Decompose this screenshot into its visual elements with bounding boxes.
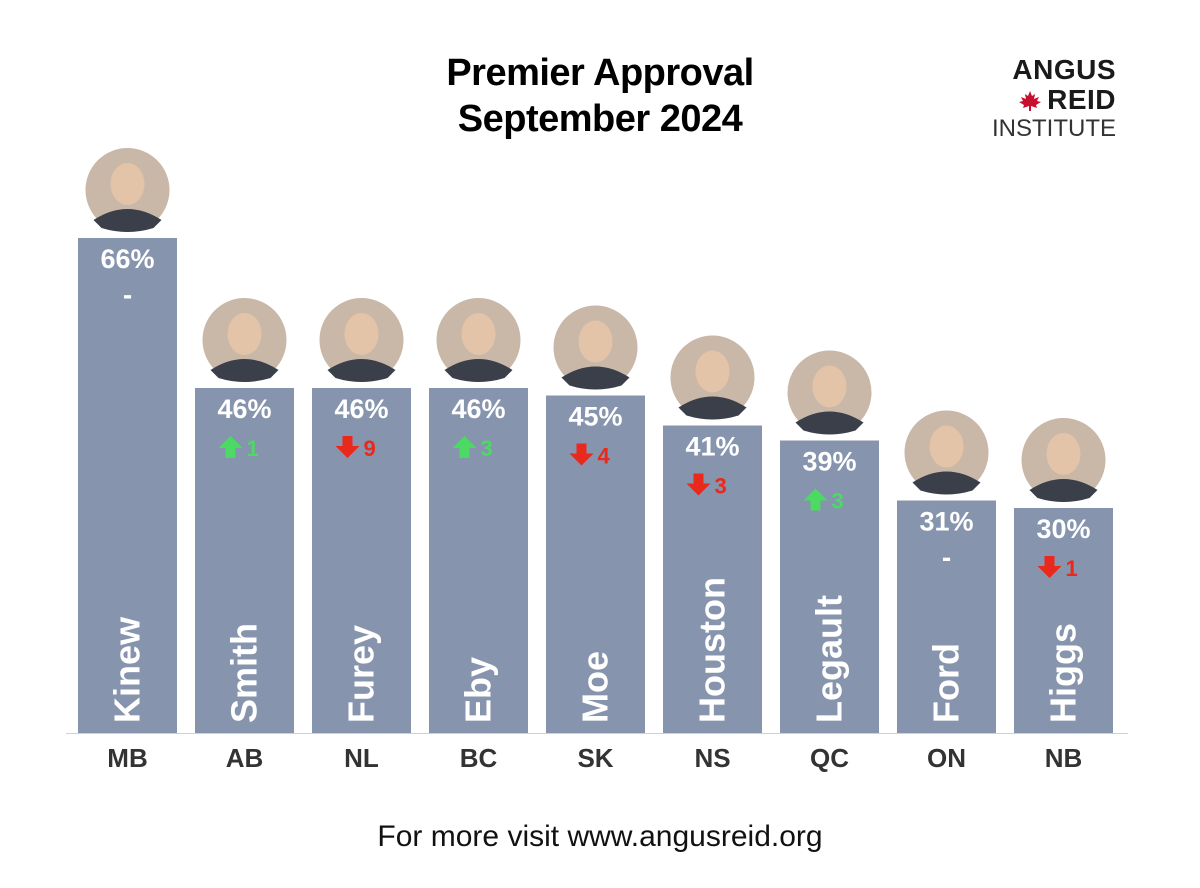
avatar-face-kinew — [110, 163, 145, 205]
avatar-face-houston — [695, 350, 730, 393]
bar-ford — [897, 500, 996, 733]
avatar-face-moe — [578, 320, 613, 363]
avatar-shoulders-kinew — [93, 209, 162, 232]
value-label-ford: 31% — [919, 507, 973, 537]
arrow-up-icon-smith — [218, 436, 243, 458]
category-label-ab: AB — [226, 743, 264, 773]
category-label-nl: NL — [344, 743, 379, 773]
avatar-shoulders-eby — [444, 359, 513, 382]
change-label-legault: 3 — [832, 489, 844, 514]
value-label-moe: 45% — [568, 402, 622, 432]
avatar-shoulders-houston — [678, 396, 747, 420]
change-label-smith: 1 — [247, 436, 259, 461]
name-label-kinew: Kinew — [107, 616, 148, 723]
arrow-up-icon-eby — [452, 436, 477, 458]
value-label-legault: 39% — [802, 447, 856, 477]
avatar-face-smith — [227, 313, 262, 355]
name-label-moe: Moe — [575, 651, 616, 723]
avatar-face-ford — [929, 425, 964, 468]
chart-title-line-1: Premier Approval — [446, 52, 754, 94]
arrow-down-icon-moe — [569, 443, 594, 466]
name-label-higgs: Higgs — [1043, 623, 1084, 723]
arrow-down-icon-higgs — [1037, 556, 1062, 578]
logo-line-1: ANGUS — [1012, 54, 1116, 85]
avatar-shoulders-legault — [795, 411, 864, 435]
angus-reid-logo: ANGUS REID INSTITUTE — [976, 55, 1116, 143]
change-label-ford: - — [942, 542, 951, 573]
arrow-up-icon-legault — [803, 488, 828, 511]
name-label-ford: Ford — [926, 643, 967, 723]
avatar-face-higgs — [1046, 433, 1081, 475]
bar-houston — [663, 425, 762, 733]
bar-chart: 66% - Kinew MB 46% 1 Smith AB 46% 9 Furey NL 46% 3 Eby… — [66, 146, 1128, 773]
change-label-higgs: 1 — [1066, 556, 1078, 581]
change-label-houston: 3 — [715, 474, 727, 499]
bar-eby — [429, 388, 528, 733]
name-label-furey: Furey — [341, 625, 382, 723]
bar-smith — [195, 388, 294, 733]
bar-kinew — [78, 238, 177, 733]
category-label-bc: BC — [460, 743, 498, 773]
value-label-kinew: 66% — [100, 244, 154, 274]
change-label-furey: 9 — [364, 436, 376, 461]
name-label-legault: Legault — [809, 595, 850, 723]
avatar-face-eby — [461, 313, 496, 355]
arrow-down-icon-furey — [335, 436, 360, 458]
avatar-shoulders-ford — [912, 471, 981, 495]
value-label-furey: 46% — [334, 394, 388, 424]
category-label-qc: QC — [810, 743, 849, 773]
maple-leaf-icon — [1019, 91, 1042, 111]
category-label-mb: MB — [107, 743, 147, 773]
name-label-houston: Houston — [692, 577, 733, 723]
arrow-down-icon-houston — [686, 473, 711, 496]
avatar-shoulders-higgs — [1029, 479, 1098, 502]
name-label-smith: Smith — [224, 623, 265, 723]
chart-title: Premier Approval September 2024 — [0, 50, 1200, 142]
value-label-smith: 46% — [217, 394, 271, 424]
footer-link[interactable]: For more visit www.angusreid.org — [377, 820, 823, 853]
avatar-shoulders-smith — [210, 359, 279, 382]
change-label-kinew: - — [123, 279, 132, 310]
logo-line-3: INSTITUTE — [992, 115, 1116, 142]
avatar-shoulders-furey — [327, 359, 396, 382]
bar-furey — [312, 388, 411, 733]
category-label-sk: SK — [577, 743, 613, 773]
change-label-eby: 3 — [481, 436, 493, 461]
category-label-nb: NB — [1045, 743, 1083, 773]
value-label-higgs: 30% — [1036, 514, 1090, 544]
avatar-face-furey — [344, 313, 379, 355]
category-label-ns: NS — [694, 743, 730, 773]
change-label-moe: 4 — [598, 444, 611, 469]
avatar-shoulders-moe — [561, 366, 630, 390]
value-label-eby: 46% — [451, 394, 505, 424]
bar-higgs — [1014, 508, 1113, 733]
chart-title-line-2: September 2024 — [457, 98, 743, 140]
value-label-houston: 41% — [685, 432, 739, 462]
bar-legault — [780, 440, 879, 733]
avatar-face-legault — [812, 365, 847, 408]
logo-line-2: REID — [1047, 84, 1116, 115]
name-label-eby: Eby — [458, 657, 499, 723]
bar-moe — [546, 395, 645, 733]
category-label-on: ON — [927, 743, 966, 773]
